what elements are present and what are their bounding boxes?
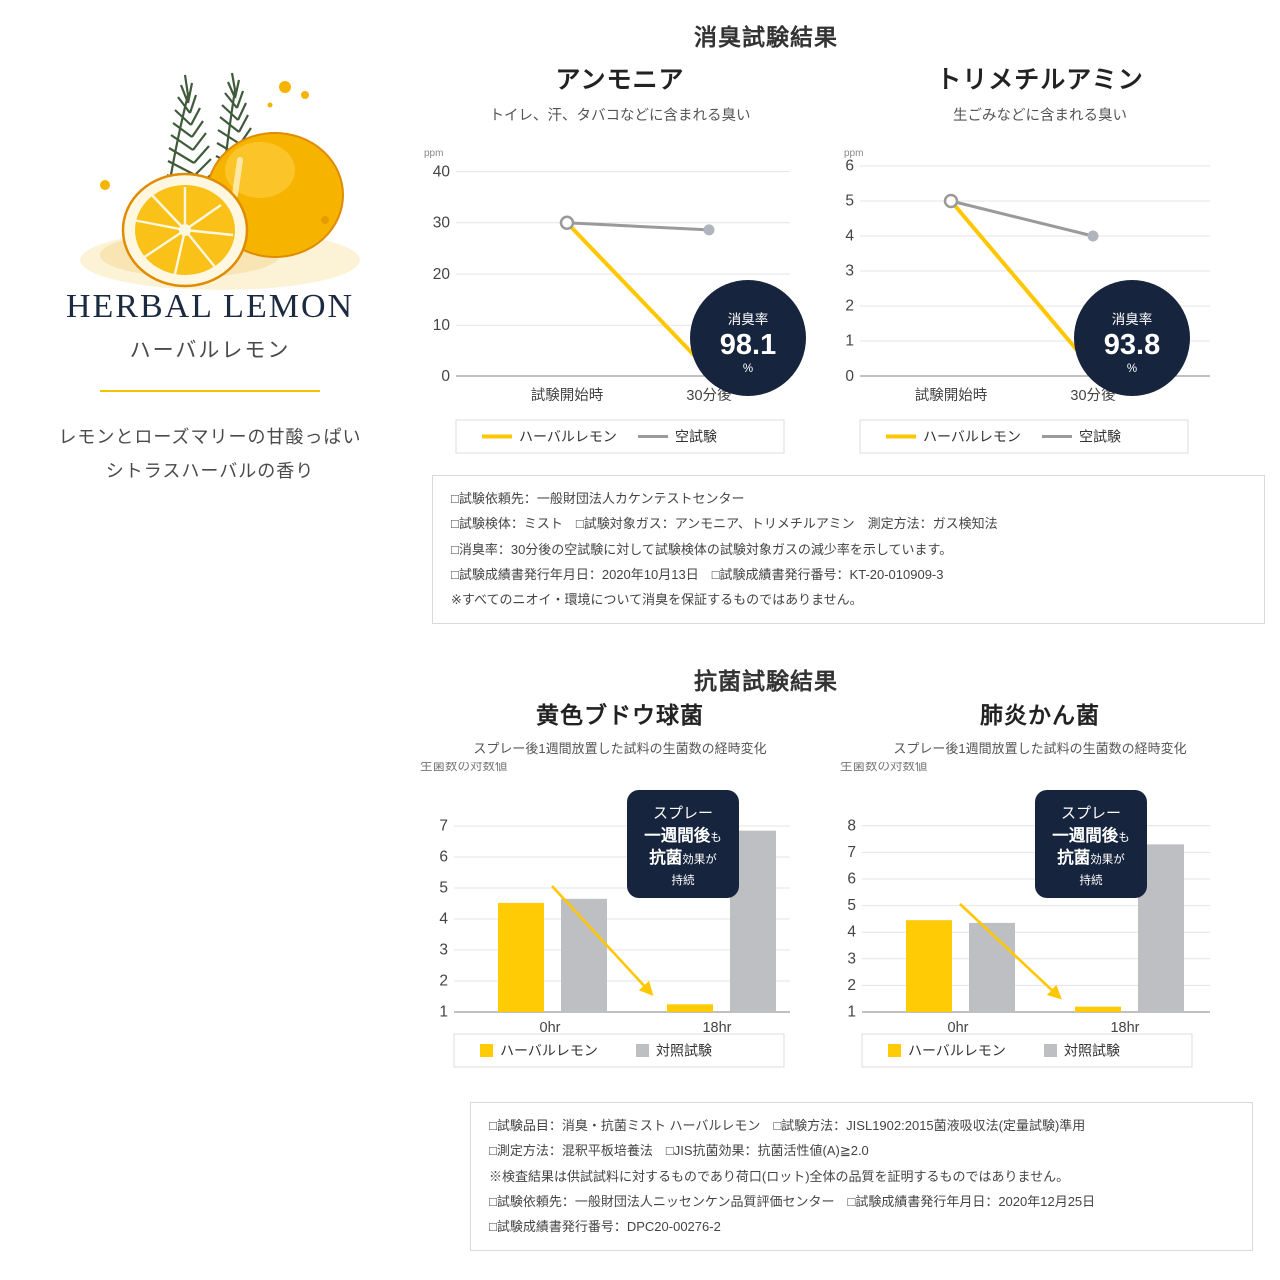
svg-text:2: 2 — [845, 298, 854, 315]
svg-text:7: 7 — [847, 844, 856, 861]
svg-text:消臭率: 消臭率 — [1112, 311, 1153, 327]
svg-text:8: 8 — [847, 817, 856, 834]
svg-text:消臭率: 消臭率 — [728, 311, 769, 327]
svg-text:6: 6 — [845, 158, 854, 175]
svg-text:スプレー: スプレー — [1061, 805, 1121, 822]
svg-text:持続: 持続 — [672, 873, 695, 887]
svg-text:生菌数の対数値: 生菌数の対数値 — [420, 762, 508, 773]
svg-text:試験開始時: 試験開始時 — [915, 387, 988, 404]
svg-text:3: 3 — [439, 942, 448, 959]
svg-text:0: 0 — [441, 368, 450, 385]
svg-text:2: 2 — [439, 973, 448, 990]
svg-text:4: 4 — [847, 924, 856, 941]
svg-text:試験開始時: 試験開始時 — [531, 387, 604, 404]
svg-text:空試験: 空試験 — [675, 429, 717, 445]
svg-text:ハーバルレモン: ハーバルレモン — [519, 429, 617, 445]
svg-text:ハーバルレモン: ハーバルレモン — [923, 429, 1021, 445]
svg-text:持続: 持続 — [1080, 873, 1103, 887]
svg-text:生菌数の対数値: 生菌数の対数値 — [840, 762, 928, 773]
svg-text:1: 1 — [439, 1004, 448, 1021]
svg-text:7: 7 — [439, 818, 448, 835]
svg-text:10: 10 — [433, 317, 451, 334]
svg-text:93.8: 93.8 — [1104, 329, 1160, 361]
svg-text:0: 0 — [845, 368, 854, 385]
svg-text:対照試験: 対照試験 — [1064, 1043, 1120, 1059]
svg-text:1: 1 — [845, 333, 854, 350]
svg-text:3: 3 — [845, 263, 854, 280]
svg-text:5: 5 — [845, 193, 854, 210]
svg-text:ハーバルレモン: ハーバルレモン — [500, 1043, 598, 1059]
svg-text:6: 6 — [847, 871, 856, 888]
svg-text:3: 3 — [847, 950, 856, 967]
svg-text:対照試験: 対照試験 — [656, 1043, 712, 1059]
svg-text:空試験: 空試験 — [1079, 429, 1121, 445]
svg-text:5: 5 — [439, 880, 448, 897]
svg-text:ハーバルレモン: ハーバルレモン — [908, 1043, 1006, 1059]
svg-text:2: 2 — [847, 977, 856, 994]
svg-text:98.1: 98.1 — [720, 329, 776, 361]
svg-text:ppm: ppm — [424, 148, 443, 159]
svg-text:6: 6 — [439, 849, 448, 866]
svg-text:%: % — [743, 363, 753, 375]
svg-text:一週間後も: 一週間後も — [644, 825, 722, 845]
svg-text:4: 4 — [845, 228, 854, 245]
svg-text:スプレー: スプレー — [653, 805, 713, 822]
svg-text:5: 5 — [847, 897, 856, 914]
svg-text:一週間後も: 一週間後も — [1052, 825, 1130, 845]
svg-text:1: 1 — [847, 1004, 856, 1021]
svg-text:30: 30 — [433, 215, 451, 232]
svg-text:40: 40 — [433, 164, 451, 181]
svg-text:%: % — [1127, 363, 1137, 375]
svg-text:20: 20 — [433, 266, 451, 283]
svg-text:4: 4 — [439, 911, 448, 928]
